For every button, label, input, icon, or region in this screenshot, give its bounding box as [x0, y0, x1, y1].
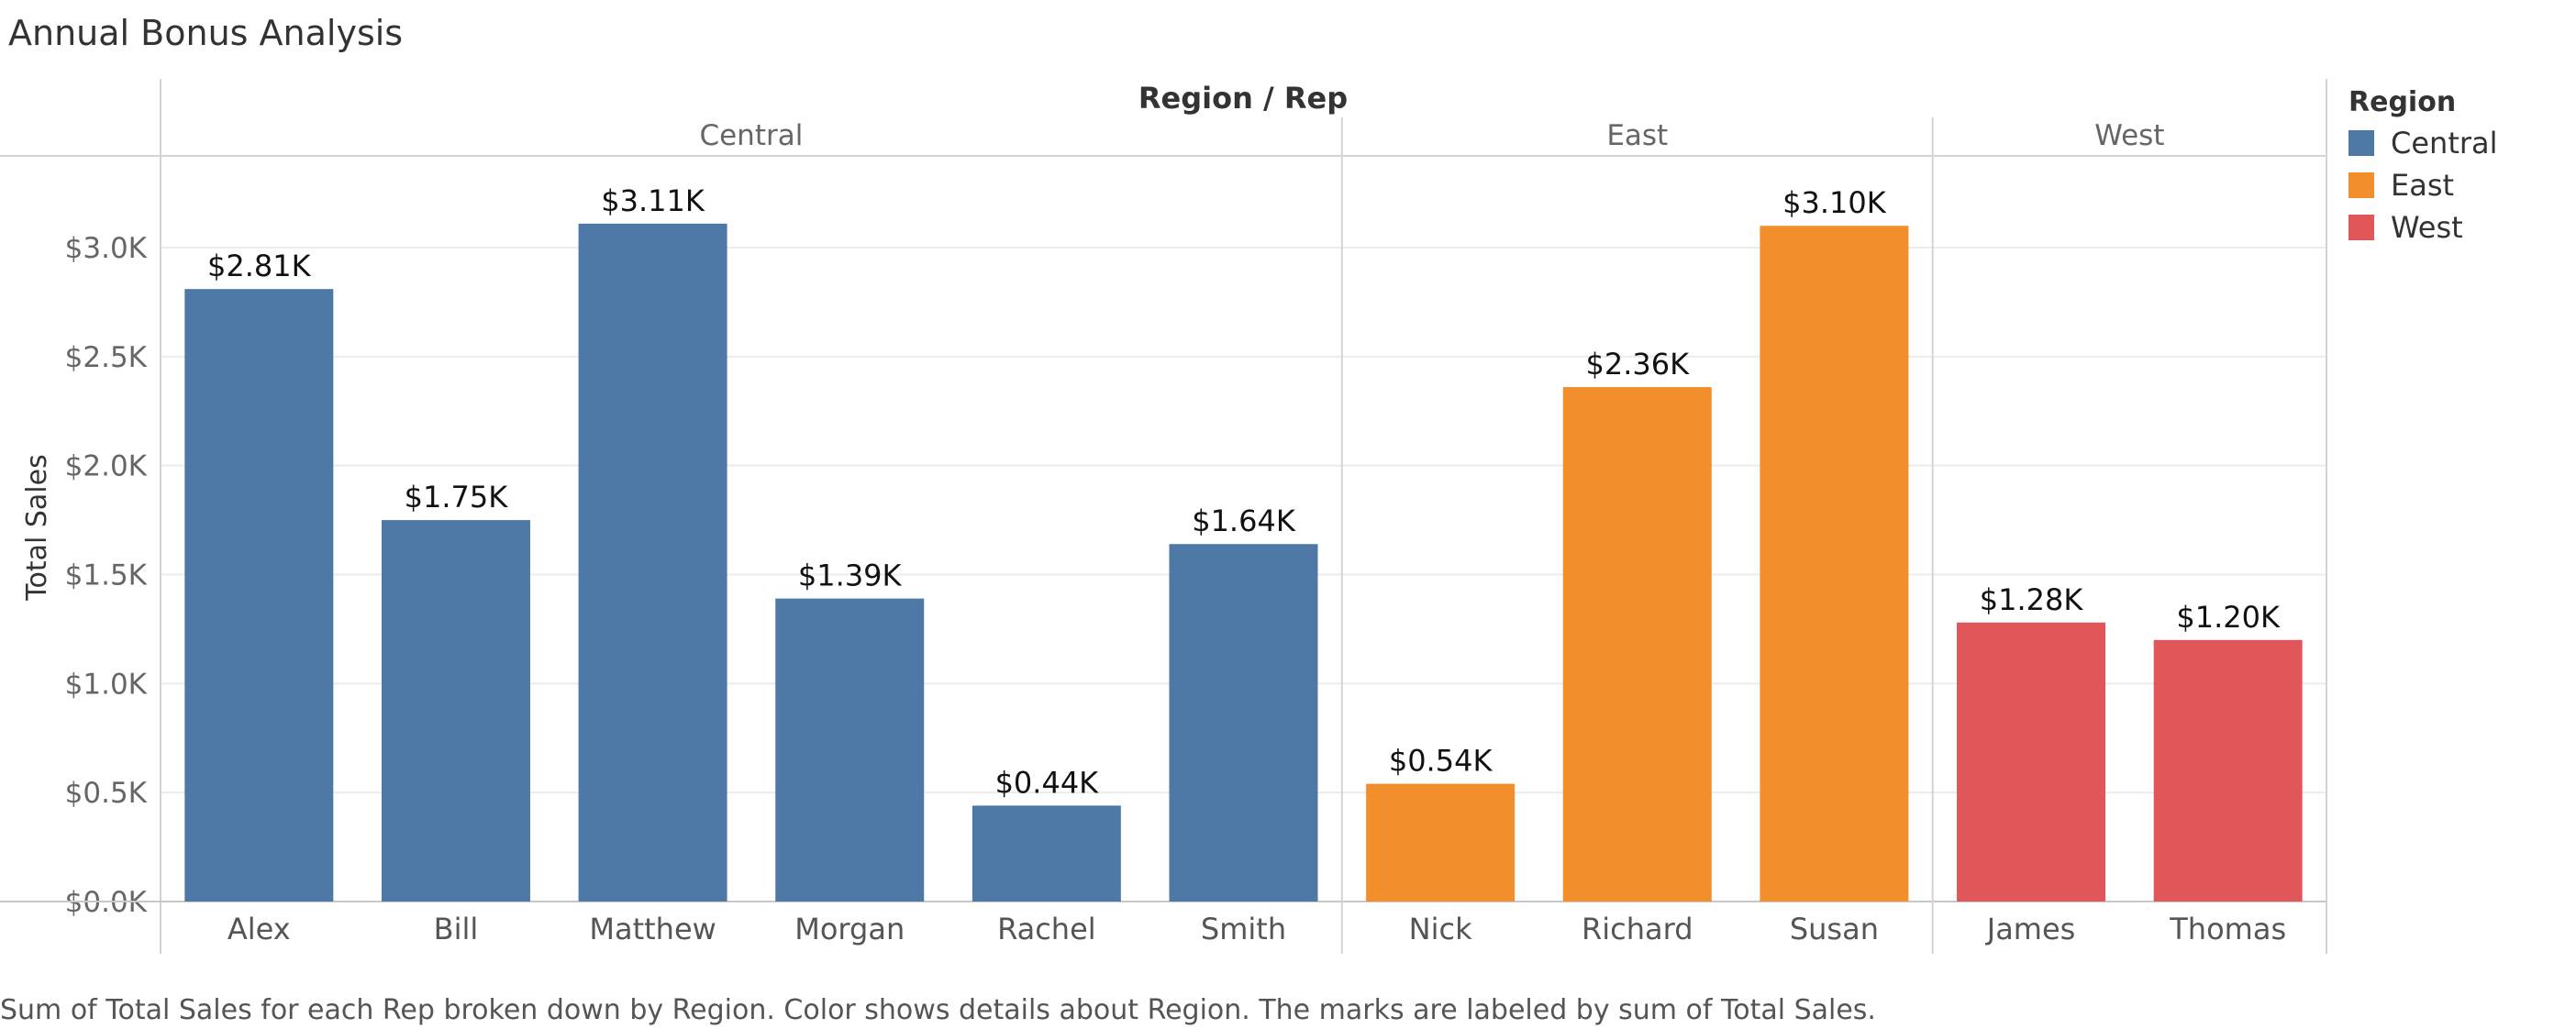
x-tick-label: Smith: [1201, 912, 1286, 946]
y-tick-label: $2.5K: [65, 341, 148, 374]
y-tick-label: $1.0K: [65, 668, 148, 701]
x-tick-label: Thomas: [2169, 912, 2286, 946]
data-label: $1.75K: [405, 480, 509, 514]
column-header: Region / Rep: [1138, 81, 1348, 116]
x-tick-label: Susan: [1790, 912, 1879, 946]
legend-label: West: [2391, 210, 2463, 245]
legend-swatch-west: [2348, 215, 2374, 240]
bar: [775, 598, 925, 902]
bar: [1366, 783, 1516, 902]
bar: [184, 289, 334, 902]
data-label: $1.20K: [2176, 600, 2281, 635]
data-label: $3.11K: [601, 183, 705, 218]
y-axis-title: Total Sales: [21, 454, 53, 601]
region-header: Central: [699, 119, 803, 152]
data-label: $0.44K: [995, 765, 1100, 800]
legend-label: East: [2391, 168, 2455, 203]
data-label: $3.10K: [1782, 185, 1887, 220]
legend-label: Central: [2391, 126, 2498, 160]
x-tick-label: Morgan: [794, 912, 905, 946]
legend: Region Central East West: [2348, 86, 2498, 249]
data-label: $0.54K: [1389, 744, 1493, 779]
region-header: East: [1606, 119, 1668, 152]
bar: [578, 223, 727, 902]
x-tick-label: Bill: [434, 912, 479, 946]
legend-swatch-central: [2348, 130, 2374, 156]
y-tick-label: $1.5K: [65, 559, 148, 592]
legend-item-central[interactable]: Central: [2348, 122, 2498, 164]
y-tick-label: $3.0K: [65, 232, 148, 265]
chart-title: Annual Bonus Analysis: [8, 13, 404, 53]
bar: [1169, 544, 1318, 902]
bar: [1957, 622, 2106, 902]
x-tick-label: Alex: [228, 912, 291, 946]
bar: [1760, 226, 1909, 902]
legend-title: Region: [2348, 86, 2457, 118]
data-label: $2.36K: [1585, 347, 1690, 382]
x-tick-label: Nick: [1409, 912, 1472, 946]
bar: [972, 805, 1121, 902]
x-tick-label: Richard: [1582, 912, 1693, 946]
x-tick-label: Matthew: [589, 912, 716, 946]
bar: [381, 520, 530, 902]
data-label: $1.28K: [1980, 582, 2084, 617]
legend-item-west[interactable]: West: [2348, 206, 2498, 249]
chart-caption: Sum of Total Sales for each Rep broken d…: [0, 994, 1876, 1026]
data-label: $2.81K: [207, 249, 312, 283]
bar: [1562, 387, 1712, 902]
y-tick-label: $0.5K: [65, 777, 148, 810]
region-header: West: [2094, 119, 2164, 152]
legend-item-east[interactable]: East: [2348, 164, 2498, 206]
legend-swatch-east: [2348, 172, 2374, 198]
y-tick-label: $2.0K: [65, 450, 148, 483]
data-label: $1.64K: [1192, 503, 1296, 538]
data-label: $1.39K: [798, 559, 903, 593]
x-tick-label: Rachel: [997, 912, 1096, 946]
x-tick-label: James: [1985, 912, 2076, 946]
bar: [2153, 639, 2303, 902]
